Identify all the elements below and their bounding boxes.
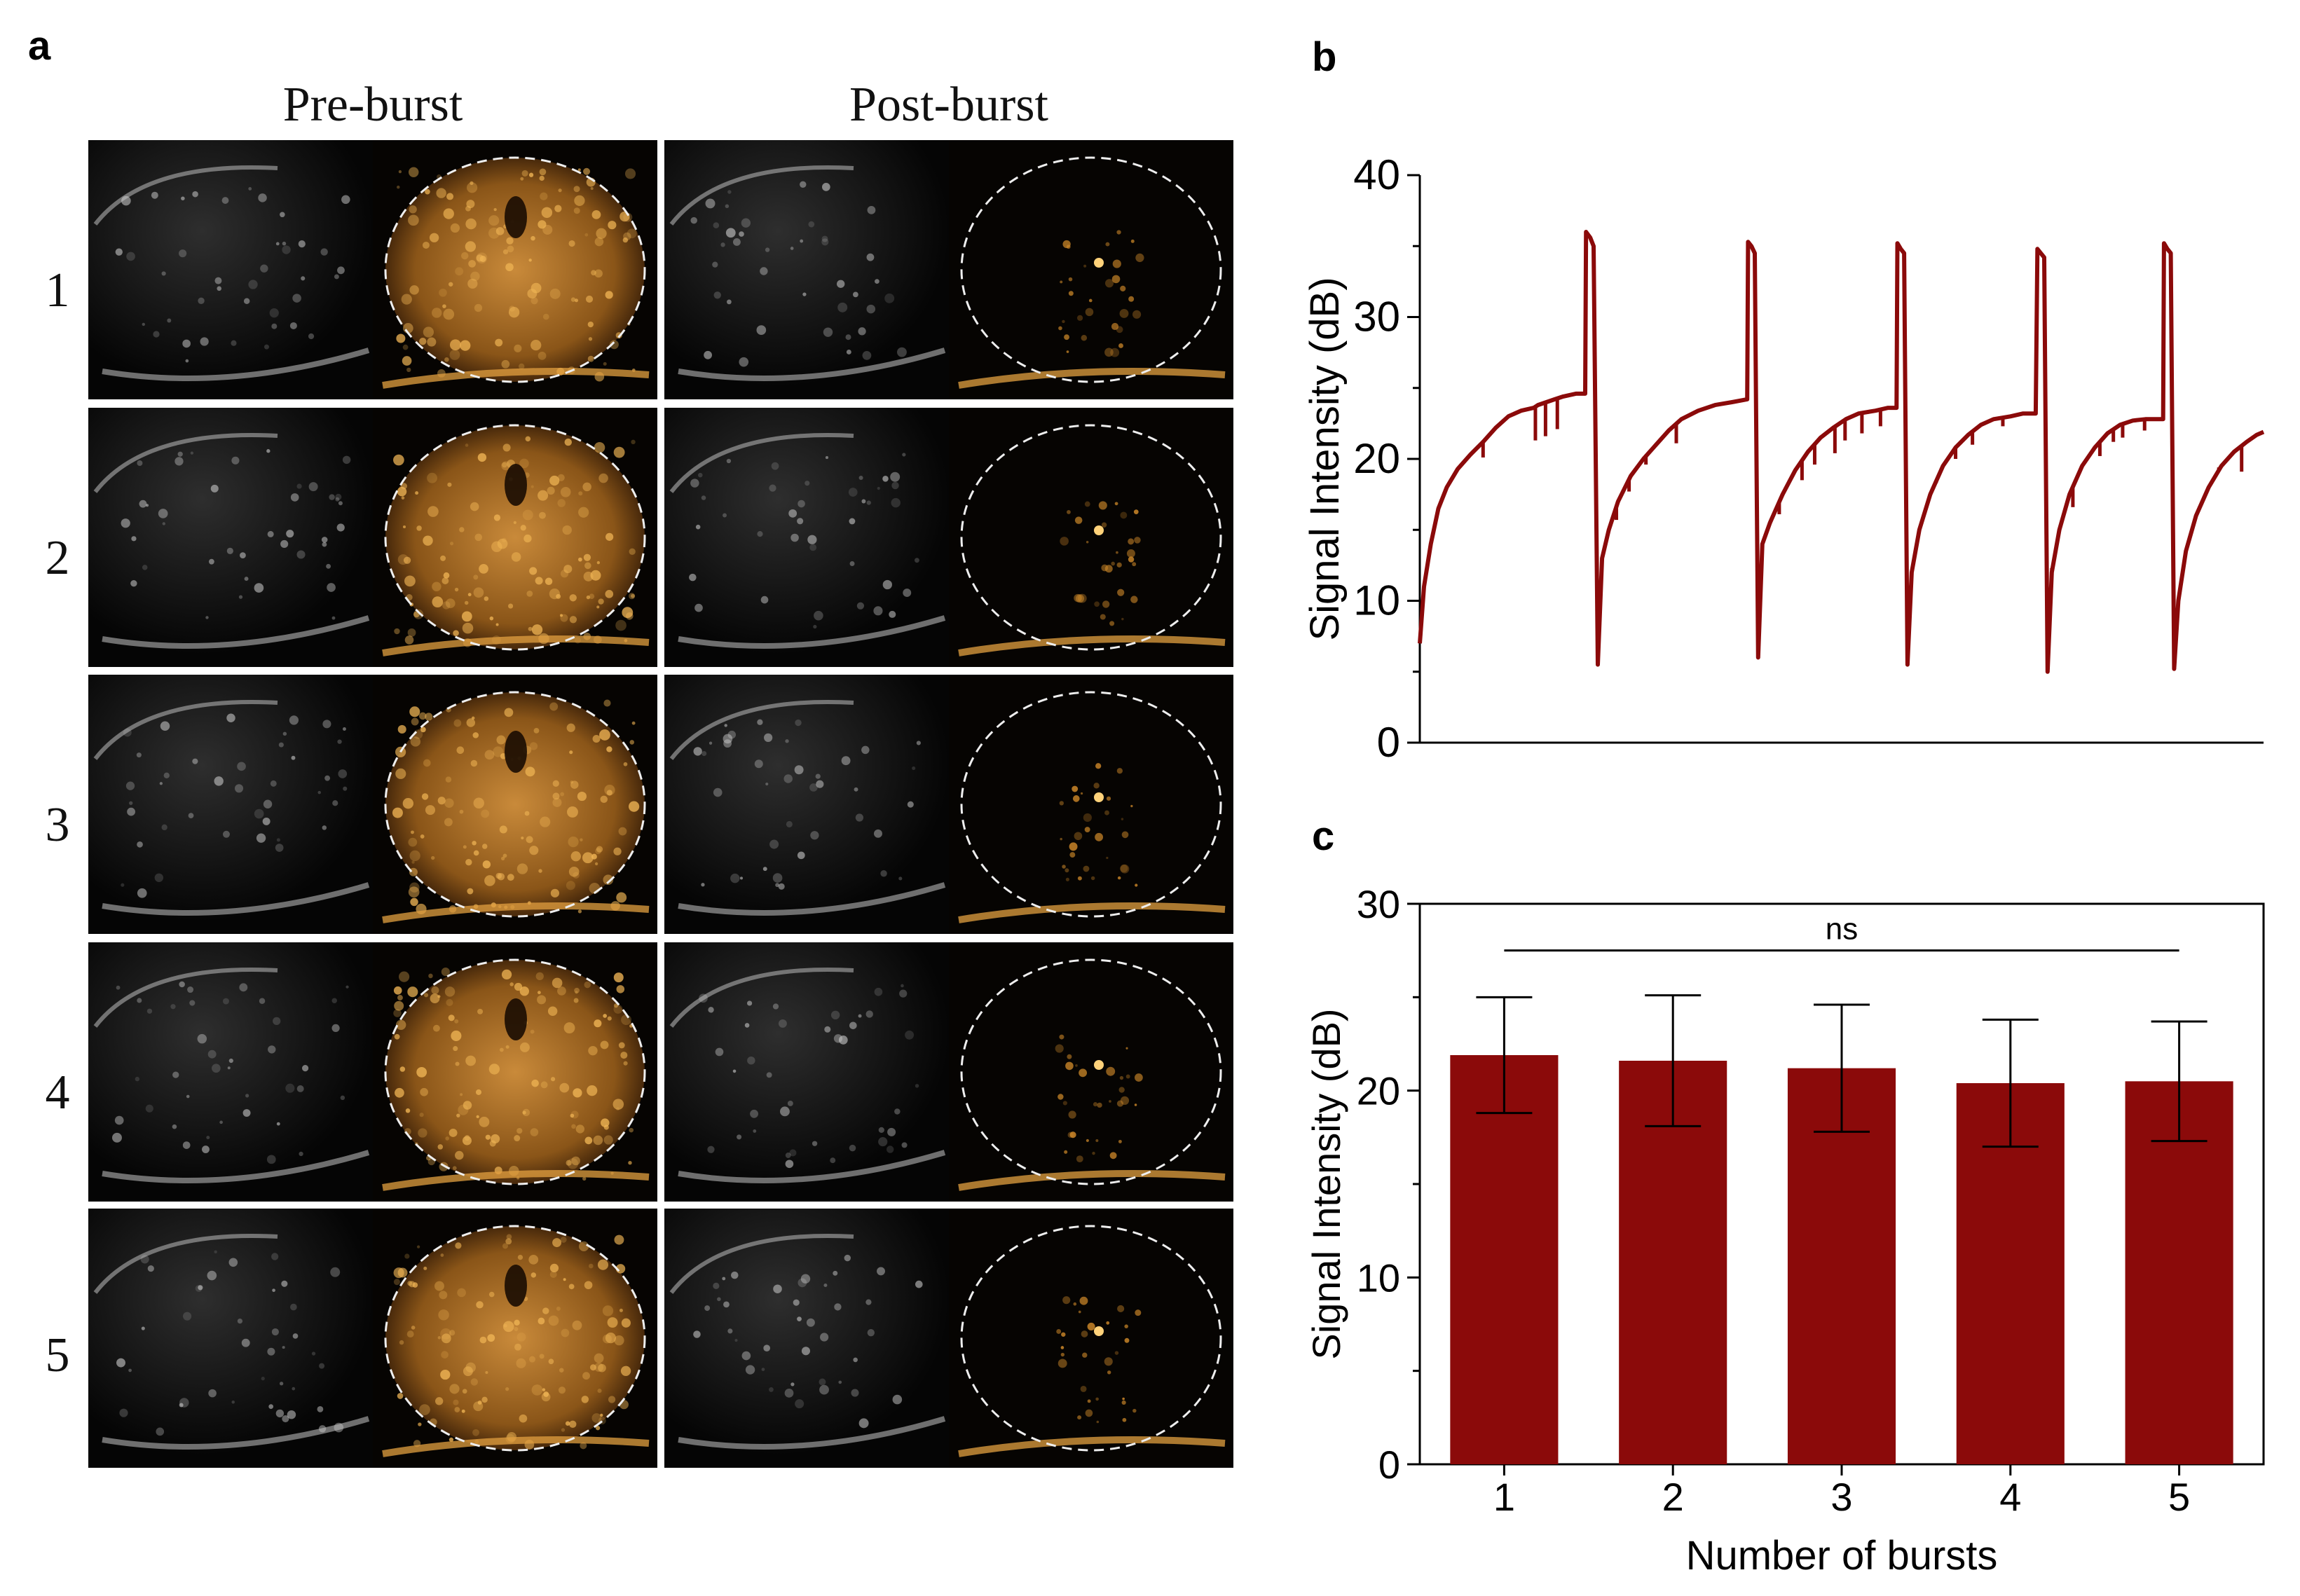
y-tick-label-b-4: 40 [1353, 151, 1400, 198]
post-burst-image-4 [664, 942, 1233, 1202]
panel-label-b: b [1312, 34, 1337, 80]
column-header-pre-burst: Pre-burst [282, 78, 463, 132]
x-tick-label-1: 1 [1493, 1475, 1515, 1519]
panel-label-a: a [28, 23, 51, 69]
bar-1 [1450, 1055, 1559, 1464]
y-axis-label-c: Signal Intensity (dB) [1304, 1008, 1348, 1359]
y-tick-label-b-1: 10 [1353, 577, 1400, 624]
y-tick-label-c-3: 30 [1357, 882, 1400, 926]
post-burst-image-5 [664, 1209, 1233, 1468]
pre-burst-image-5 [88, 1209, 657, 1468]
x-axis-label-c: Number of bursts [1686, 1533, 1998, 1578]
post-burst-image-1 [664, 140, 1233, 399]
row-label-5: 5 [45, 1328, 70, 1382]
bar-chart-signal-vs-bursts: 0 10 20 30 Signal Intensity (dB) 1 2 3 4 5 Number … [1304, 882, 2265, 1578]
y-tick-label-b-3: 30 [1353, 294, 1400, 340]
pre-burst-image-2 [88, 408, 657, 667]
bar-5 [2125, 1081, 2233, 1464]
column-header-post-burst: Post-burst [849, 78, 1048, 132]
y-tick-label-c-2: 20 [1357, 1069, 1400, 1113]
bar-2 [1619, 1061, 1727, 1464]
post-burst-image-3 [664, 675, 1233, 934]
x-tick-label-3: 3 [1830, 1475, 1852, 1519]
significance-label: ns [1826, 912, 1858, 947]
post-burst-image-2 [664, 408, 1233, 667]
x-tick-label-4: 4 [1999, 1475, 2021, 1519]
line-chart-signal-vs-time: 0 10 20 30 40 Signal Intensity (dB) [1302, 151, 2265, 766]
pre-burst-image-3 [88, 675, 657, 934]
row-label-4: 4 [45, 1066, 70, 1120]
y-tick-label-c-1: 10 [1357, 1256, 1400, 1300]
y-tick-label-b-0: 0 [1377, 719, 1400, 766]
pre-burst-image-4 [88, 942, 657, 1202]
y-tick-label-c-0: 0 [1378, 1443, 1400, 1487]
panel-label-c: c [1312, 813, 1335, 859]
row-label-1: 1 [45, 263, 70, 317]
pre-burst-image-1 [88, 140, 657, 399]
row-label-2: 2 [45, 531, 70, 585]
bar-3 [1787, 1068, 1896, 1464]
series-line-b [1418, 230, 2265, 674]
y-tick-label-b-2: 20 [1353, 435, 1400, 482]
x-tick-label-2: 2 [1662, 1475, 1684, 1519]
x-tick-label-5: 5 [2168, 1475, 2190, 1519]
row-label-3: 3 [45, 798, 70, 852]
y-axis-label-b: Signal Intensity (dB) [1302, 277, 1348, 640]
